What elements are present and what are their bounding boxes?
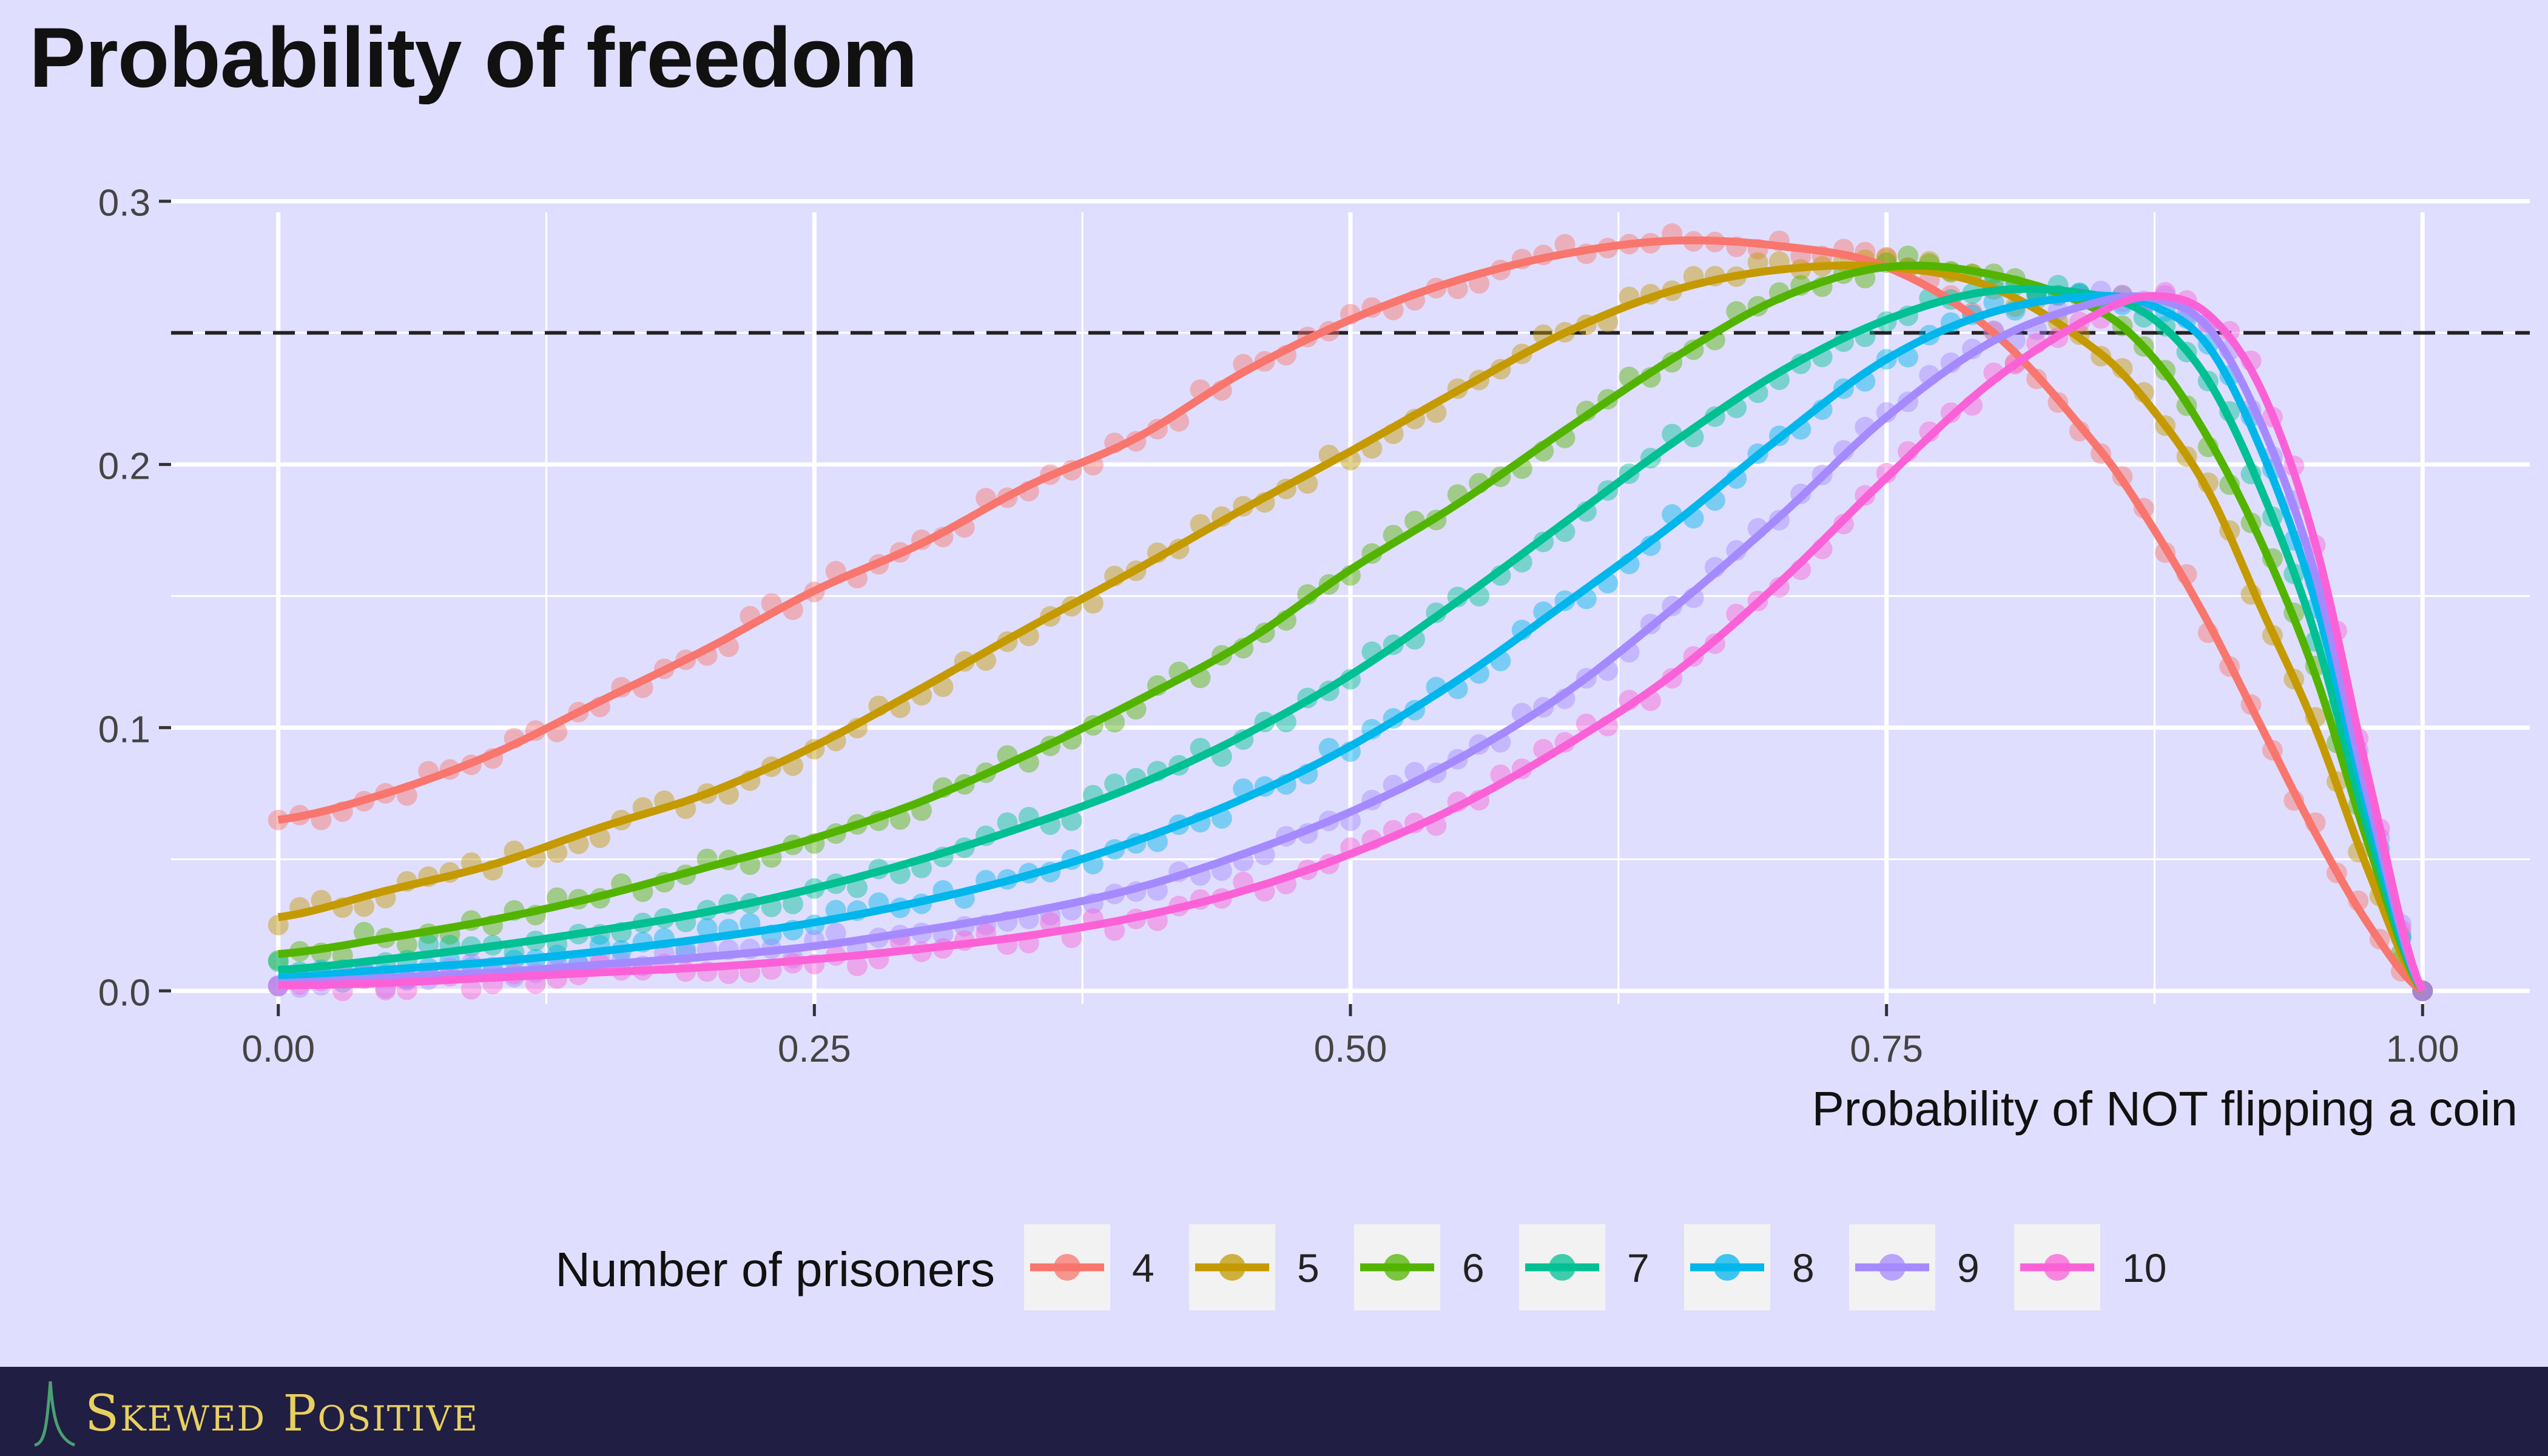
- legend-label-8: 8: [1792, 1245, 1815, 1290]
- data-point-series-10: [847, 956, 868, 977]
- legend-key-point-10: [2044, 1254, 2071, 1281]
- legend-label-9: 9: [1957, 1245, 1980, 1290]
- skewed-distribution-logo-icon: [34, 1381, 75, 1447]
- data-point-series-7: [783, 893, 804, 914]
- x-tick-label: 1.00: [2386, 1028, 2459, 1070]
- chart-title: Probability of freedom: [29, 10, 918, 105]
- legend-key-point-5: [1219, 1254, 1245, 1281]
- x-tick-label: 0.00: [241, 1028, 315, 1070]
- legend-title: Number of prisoners: [555, 1242, 995, 1296]
- legend-key-point-8: [1714, 1254, 1741, 1281]
- legend-key-point-6: [1384, 1254, 1410, 1281]
- x-tick-label: 0.75: [1850, 1028, 1923, 1070]
- legend-label-10: 10: [2122, 1245, 2166, 1290]
- data-point-series-7: [418, 934, 439, 955]
- x-tick-label: 0.50: [1314, 1028, 1387, 1070]
- chart-canvas: 0.0 0.1 0.2 0.3 0.00 0.25 0.50 0.75 1.00 Probabi…: [98, 183, 2530, 1310]
- y-tick-label: 0.2: [98, 446, 150, 488]
- legend-label-4: 4: [1132, 1245, 1154, 1290]
- legend-label-7: 7: [1627, 1245, 1650, 1290]
- data-point-series-9: [825, 922, 846, 943]
- footer-bar: Skewed Positive: [0, 1367, 2548, 1456]
- legend: Number of prisoners 4 5 6 7 8 9 10: [555, 1224, 2166, 1310]
- y-tick-label: 0.0: [98, 972, 150, 1014]
- x-axis-title: Probability of NOT flipping a coin: [1812, 1082, 2518, 1136]
- legend-key-point-7: [1549, 1254, 1576, 1281]
- series-line-8: [278, 292, 2427, 993]
- lines-layer: [277, 236, 2427, 994]
- legend-label-5: 5: [1297, 1245, 1320, 1290]
- data-point-series-6: [1897, 245, 1918, 266]
- axes: 0.0 0.1 0.2 0.3 0.00 0.25 0.50 0.75 1.00: [98, 183, 2459, 1070]
- legend-key-point-4: [1054, 1254, 1080, 1281]
- y-tick-label: 0.3: [98, 183, 150, 224]
- data-point-series-10: [460, 979, 482, 1000]
- series-line-10: [278, 292, 2427, 993]
- series-line-7: [278, 285, 2426, 993]
- brand-name: Skewed Positive: [85, 1385, 479, 1443]
- data-point-series-4: [268, 809, 289, 831]
- x-tick-label: 0.25: [778, 1028, 851, 1070]
- legend-label-6: 6: [1462, 1245, 1485, 1290]
- legend-key-point-9: [1879, 1254, 1906, 1281]
- y-tick-label: 0.1: [98, 709, 150, 750]
- series-line-4: [277, 236, 2425, 994]
- series-line-9: [278, 292, 2427, 993]
